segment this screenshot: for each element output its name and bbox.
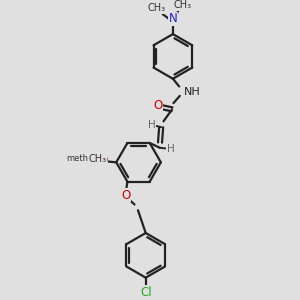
Text: H: H [167,144,175,154]
Text: O: O [98,154,108,166]
Text: CH₃: CH₃ [88,154,106,164]
Text: H: H [148,120,156,130]
Text: Cl: Cl [140,286,152,299]
Text: N: N [169,12,177,26]
Text: CH₃: CH₃ [174,0,192,10]
Text: methoxy: methoxy [66,154,103,163]
Text: CH₃: CH₃ [147,3,165,13]
Text: O: O [153,99,163,112]
Text: O: O [121,189,130,202]
Text: NH: NH [184,87,200,97]
